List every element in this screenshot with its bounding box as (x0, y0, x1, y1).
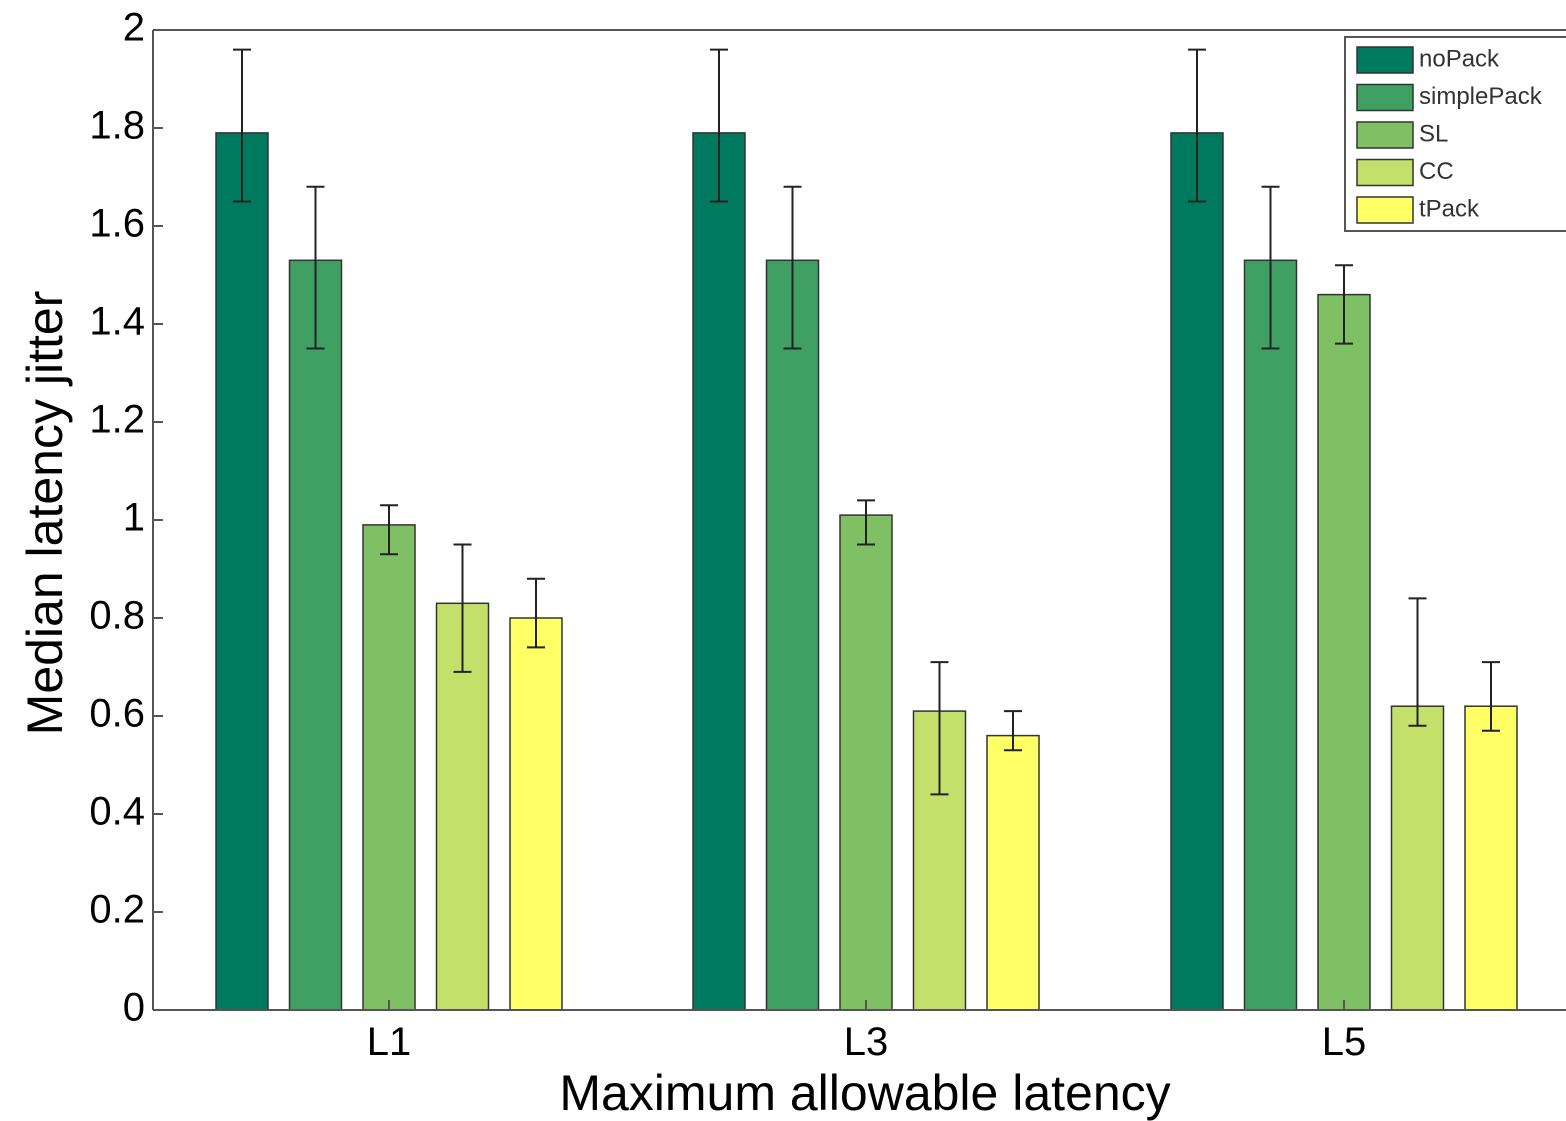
error-bars-layer (233, 48, 1500, 796)
bar-simplePack-L1 (288, 259, 343, 1011)
legend-swatch-tPack (1356, 196, 1414, 224)
x-axis-title: Maximum allowable latency (559, 1065, 1170, 1121)
legend-swatch-simplePack (1356, 83, 1414, 112)
legend-label-CC: CC (1419, 158, 1454, 185)
y-tick-label: 0.2 (89, 888, 145, 932)
x-ticks: L1 L3 L5 (367, 1000, 1367, 1064)
legend-swatch-noPack (1356, 46, 1414, 74)
y-axis-title: Median latency jitter (17, 291, 73, 736)
bar-simplePack-L5 (1243, 259, 1298, 1011)
legend: noPack simplePack SL CC tPack (1344, 36, 1566, 232)
legend-label-simplePack: simplePack (1419, 83, 1543, 110)
y-tick-label: 0 (123, 986, 145, 1030)
bar-noPack-L1 (215, 132, 269, 1011)
bar-SL-L5 (1317, 293, 1371, 1011)
bar-noPack-L5 (1170, 132, 1224, 1011)
legend-swatch-CC (1356, 158, 1414, 187)
legend-swatch-SL (1356, 121, 1414, 149)
bar-SL-L1 (362, 524, 416, 1011)
x-tick-label: L3 (844, 1020, 889, 1064)
bar-tPack-L5 (1464, 705, 1518, 1011)
y-tick-label: 2 (123, 6, 145, 50)
bar-SL-L3 (839, 514, 893, 1011)
x-tick-label: L1 (367, 1020, 412, 1064)
legend-label-SL: SL (1419, 120, 1448, 147)
y-tick-label: 0.6 (89, 692, 145, 736)
bar-CC-L5 (1390, 705, 1445, 1011)
bar-tPack-L3 (986, 734, 1040, 1011)
y-tick-label: 1.4 (89, 300, 145, 344)
y-tick-label: 0.8 (89, 594, 145, 638)
legend-label-noPack: noPack (1419, 45, 1500, 72)
bar-noPack-L3 (692, 132, 746, 1011)
y-tick-label: 1 (123, 496, 145, 540)
y-ticks: 0 0.2 0.4 0.6 0.8 1 1.2 1.4 1.6 1.8 2 (89, 6, 163, 1030)
y-tick-label: 1.8 (89, 104, 145, 148)
legend-label-tPack: tPack (1419, 195, 1480, 222)
y-tick-label: 0.4 (89, 790, 145, 834)
bar-tPack-L1 (509, 617, 563, 1011)
bar-simplePack-L3 (765, 259, 820, 1011)
x-tick-label: L5 (1322, 1020, 1367, 1064)
y-tick-label: 1.6 (89, 202, 145, 246)
y-tick-label: 1.2 (89, 398, 145, 442)
